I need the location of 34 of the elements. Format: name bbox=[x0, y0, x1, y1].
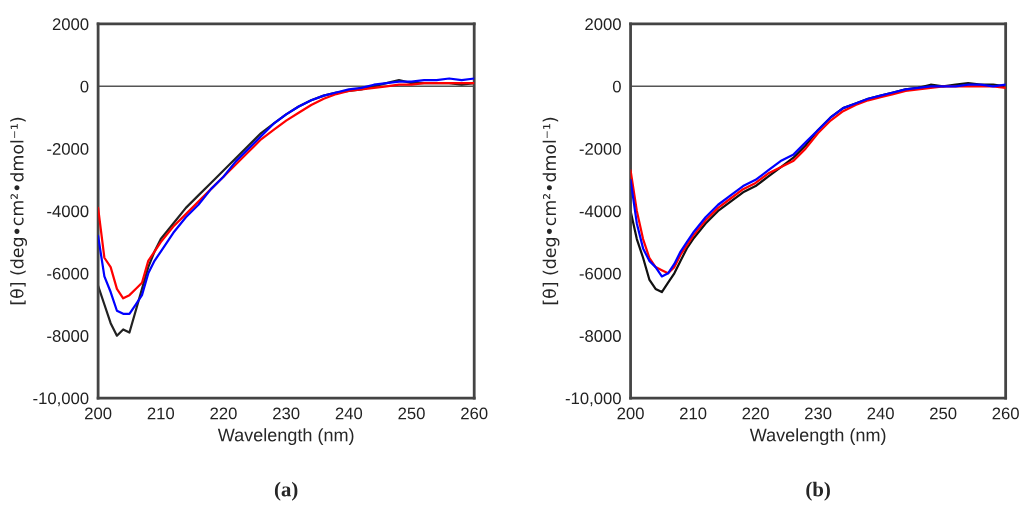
y-tick-label: -6000 bbox=[47, 267, 89, 280]
x-tick-label: 220 bbox=[210, 407, 237, 420]
text: (b) bbox=[806, 481, 830, 501]
y-tick-label: -8000 bbox=[579, 330, 621, 342]
x-tick-label: 260 bbox=[461, 407, 488, 420]
y-tick-label: -10,000 bbox=[565, 392, 621, 407]
y-tick-label: -2000 bbox=[47, 143, 89, 155]
y-tick-label: -4000 bbox=[47, 205, 89, 218]
x-tick-label: 210 bbox=[680, 407, 707, 420]
x-tick-label: 200 bbox=[617, 407, 644, 420]
x-axis-title: Wavelength (nm) bbox=[217, 428, 354, 445]
x-tick-label: 230 bbox=[273, 407, 300, 420]
x-tick-label: 250 bbox=[398, 407, 425, 420]
x-tick-label: 260 bbox=[992, 407, 1019, 420]
y-tick-label: 2000 bbox=[52, 18, 89, 31]
y-tick-label: 0 bbox=[612, 80, 621, 93]
y-tick-label: -8000 bbox=[47, 330, 89, 342]
x-tick-label: 210 bbox=[147, 407, 175, 420]
y-axis-title: [θ] (deg•cm²•dmol⁻¹) bbox=[542, 117, 560, 305]
y-tick-label: 0 bbox=[80, 80, 89, 93]
y-tick-label: 2000 bbox=[585, 18, 621, 31]
y-tick-label: -10,000 bbox=[33, 392, 89, 407]
x-tick-label: 230 bbox=[805, 407, 832, 420]
x-tick-label: 240 bbox=[335, 407, 363, 420]
y-tick-label: -2000 bbox=[579, 143, 621, 155]
y-tick-label: -4000 bbox=[579, 205, 621, 218]
text: (a) bbox=[274, 481, 298, 501]
x-tick-label: 240 bbox=[867, 407, 894, 420]
x-tick-label: 250 bbox=[930, 407, 957, 420]
y-axis-title: [θ] (deg•cm²•dmol⁻¹) bbox=[10, 117, 28, 305]
x-tick-label: 200 bbox=[85, 407, 112, 420]
y-tick-label: -6000 bbox=[579, 267, 621, 280]
x-tick-label: 220 bbox=[742, 407, 769, 420]
x-axis-title: Wavelength (nm) bbox=[749, 428, 886, 445]
